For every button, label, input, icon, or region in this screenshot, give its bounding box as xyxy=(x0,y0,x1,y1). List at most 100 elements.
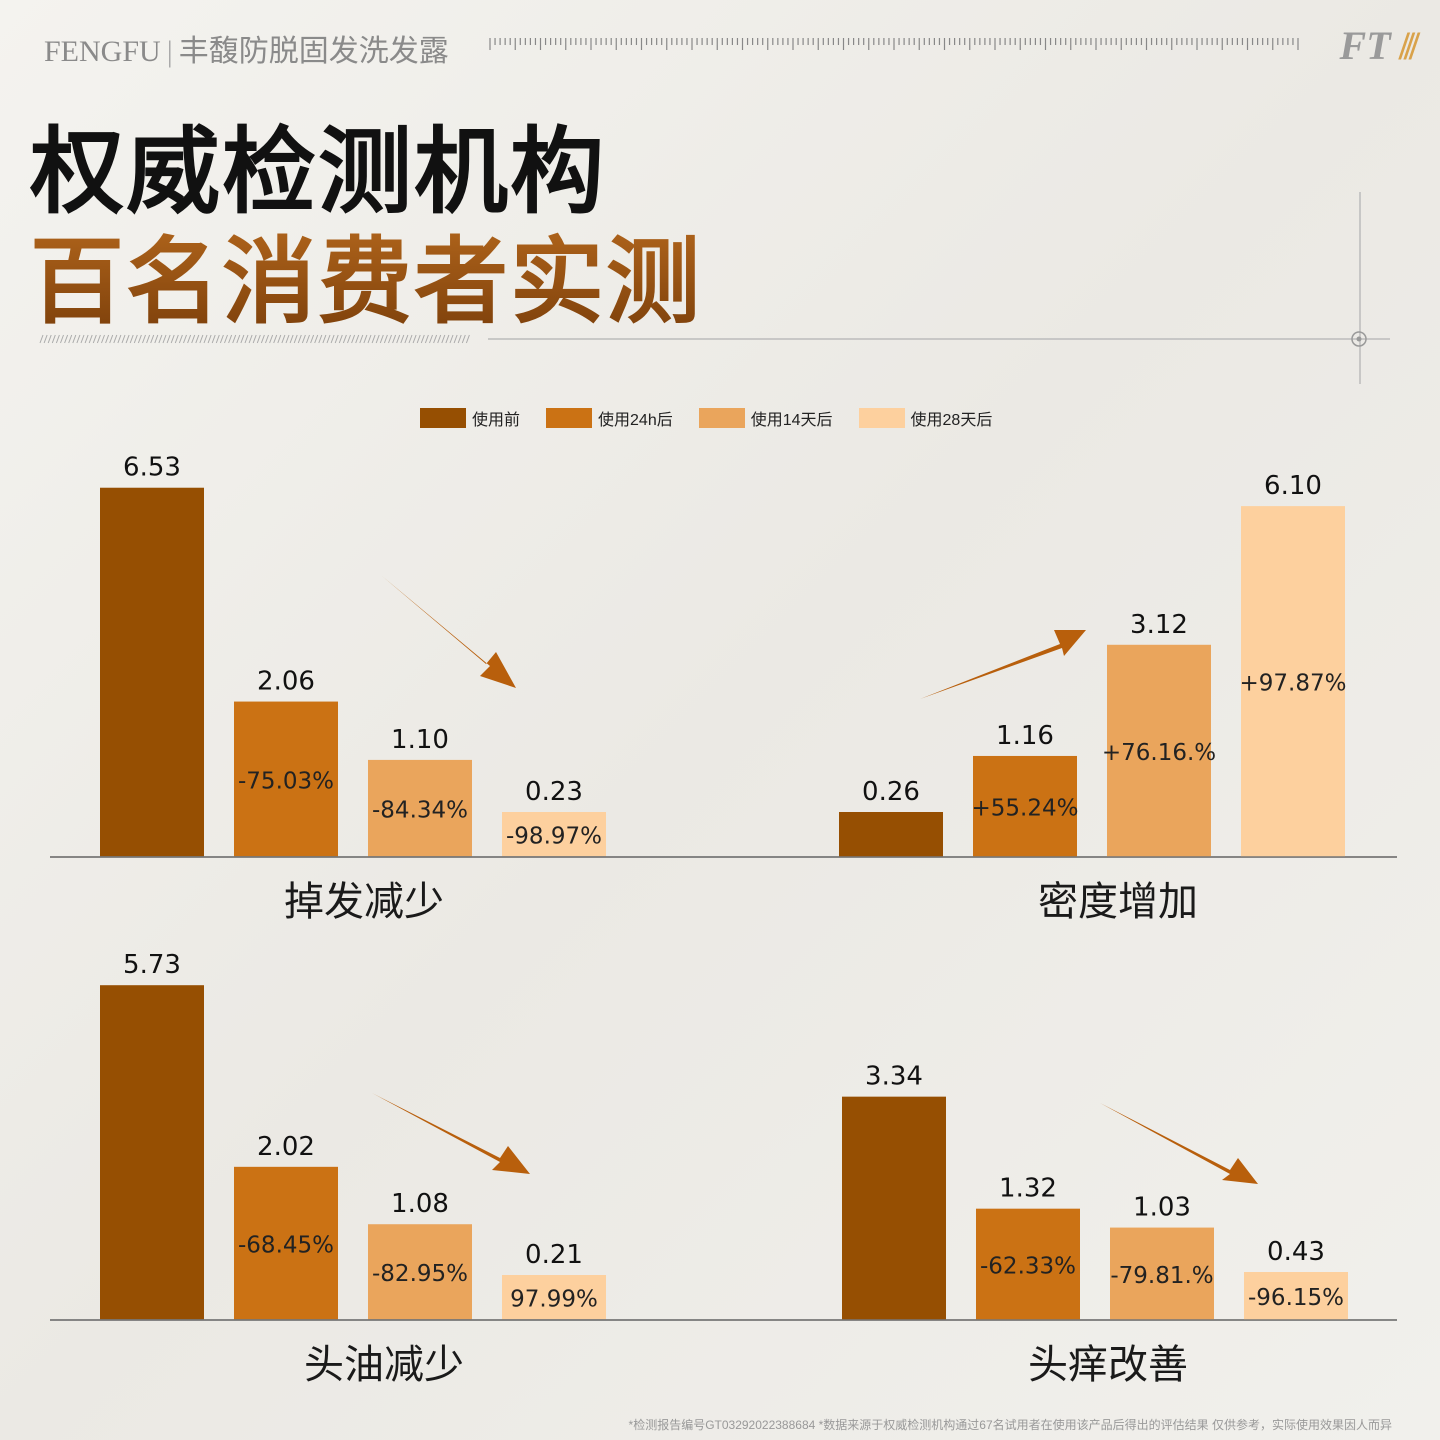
hatch-line xyxy=(150,334,155,344)
hatch-line xyxy=(129,334,134,344)
hatch-line xyxy=(306,334,310,344)
hatch-line xyxy=(355,334,360,344)
brand-separator: | xyxy=(166,35,173,68)
legend-item: 使用24h后 xyxy=(546,406,673,430)
hatch-line xyxy=(224,334,228,344)
header-ruler xyxy=(489,38,1299,50)
hatch-line xyxy=(351,334,356,344)
product-name: 丰馥防脱固发洗发露 xyxy=(178,35,449,68)
hatch-line xyxy=(55,334,60,344)
hatch-line xyxy=(404,334,409,344)
hatch-line xyxy=(383,334,388,344)
value-label: 0.23 xyxy=(525,777,583,807)
hatch-line xyxy=(142,334,146,344)
hatch-line xyxy=(146,334,151,344)
hatch-line xyxy=(125,334,130,344)
trend-arrow-down xyxy=(1100,1103,1258,1184)
hatch-line xyxy=(137,334,142,344)
hatch-line xyxy=(158,334,163,344)
bar xyxy=(973,755,1077,857)
title-line2: 百名消费者实测 xyxy=(30,206,702,342)
hatch-line xyxy=(68,334,73,344)
hatch-line xyxy=(310,334,315,344)
hatch-line xyxy=(105,334,110,344)
hatch-line xyxy=(342,334,347,344)
title-line1: 权威检测机构 xyxy=(30,121,607,225)
hatch-line xyxy=(338,334,343,344)
hatch-line xyxy=(39,334,44,344)
hatch-line xyxy=(301,334,306,344)
bar xyxy=(839,812,943,857)
hatch-line xyxy=(256,334,261,344)
footnote: *检测报告编号GT03292022388684 *数据来源于权威检测机构通过67… xyxy=(628,1418,1392,1432)
hatch-line xyxy=(330,334,335,344)
legend-label: 使用28天后 xyxy=(910,412,993,429)
legend: 使用前 使用24h后 使用14天后 使用28天后 xyxy=(420,406,992,430)
hatch-line xyxy=(183,334,187,344)
hatch-line xyxy=(236,334,241,344)
trend-arrow-down xyxy=(372,1093,530,1174)
hatch-line xyxy=(424,334,429,344)
hatch-line xyxy=(162,334,167,344)
legend-swatch xyxy=(698,408,745,428)
hatch-line xyxy=(412,334,417,344)
bar xyxy=(1241,506,1345,857)
hatch-line xyxy=(465,334,470,344)
panel-label: 掉发减少 xyxy=(284,879,444,925)
trend-arrow-up xyxy=(920,630,1086,699)
legend-label: 使用14天后 xyxy=(750,412,833,429)
chart-panel: 6.53 2.06 -75.03% 1.10 -84.34% 0.23 -98.97% 掉发减… xyxy=(50,453,1397,925)
hatch-line xyxy=(195,334,200,344)
legend-item: 使用14天后 xyxy=(698,406,833,430)
legend-label: 使用24h后 xyxy=(598,412,673,429)
hatch-line xyxy=(64,334,69,344)
hatch-line xyxy=(228,334,233,344)
value-label: 3.12 xyxy=(1130,610,1188,640)
hatch-line xyxy=(441,334,446,344)
brand-header: FENGFU | 丰馥防脱固发洗发露 xyxy=(44,26,449,70)
hatch-line xyxy=(388,334,392,344)
chart-panel: 0.26 1.16 +55.24% 3.12 +76.16.% 6.10 +97.87% 密度… xyxy=(50,471,1397,925)
hatch-line xyxy=(170,334,175,344)
value-label: 2.02 xyxy=(257,1132,315,1162)
hatch-line xyxy=(76,334,81,344)
value-label: 0.26 xyxy=(862,777,920,807)
hatch-line xyxy=(326,334,331,344)
bar xyxy=(368,759,472,857)
value-label: 1.16 xyxy=(996,721,1054,751)
panel-label: 密度增加 xyxy=(1038,879,1198,925)
hatch-line xyxy=(461,334,466,344)
hatch-line xyxy=(96,334,101,344)
hatch-line xyxy=(252,334,257,344)
value-label: 0.43 xyxy=(1267,1237,1325,1267)
hatch-line xyxy=(174,334,179,344)
hatch-line xyxy=(244,334,249,344)
hatch-line xyxy=(379,334,384,344)
chart-panel: 3.34 1.32 -62.33% 1.03 -79.81.% 0.43 -96.15% 头痒… xyxy=(50,1062,1397,1388)
hatch-line xyxy=(215,334,220,344)
hatch-line xyxy=(117,334,122,344)
hatch-line xyxy=(207,334,212,344)
trend-arrow-down xyxy=(382,576,516,688)
chart-panel: 5.73 2.02 -68.45% 1.08 -82.95% 0.21 97.99% 头油减少 xyxy=(50,950,1397,1388)
hatch-line xyxy=(43,334,48,344)
change-label: -62.33% xyxy=(980,1253,1076,1279)
hatch-line xyxy=(80,334,85,344)
hatch-line xyxy=(322,334,327,344)
hatch-line xyxy=(60,334,64,344)
hatch-line xyxy=(121,334,126,344)
change-label: -84.34% xyxy=(372,797,468,823)
hatch-line xyxy=(396,334,401,344)
change-label: 97.99% xyxy=(510,1287,598,1313)
value-label: 1.08 xyxy=(391,1189,449,1219)
hatch-line xyxy=(363,334,368,344)
hatch-line xyxy=(187,334,192,344)
value-label: 5.73 xyxy=(123,950,181,980)
value-label: 1.32 xyxy=(999,1174,1057,1204)
brand-name: FENGFU xyxy=(44,35,161,68)
bar xyxy=(1107,644,1211,857)
legend-swatch xyxy=(420,408,466,428)
bar xyxy=(234,1166,338,1320)
legend-swatch xyxy=(858,408,905,428)
